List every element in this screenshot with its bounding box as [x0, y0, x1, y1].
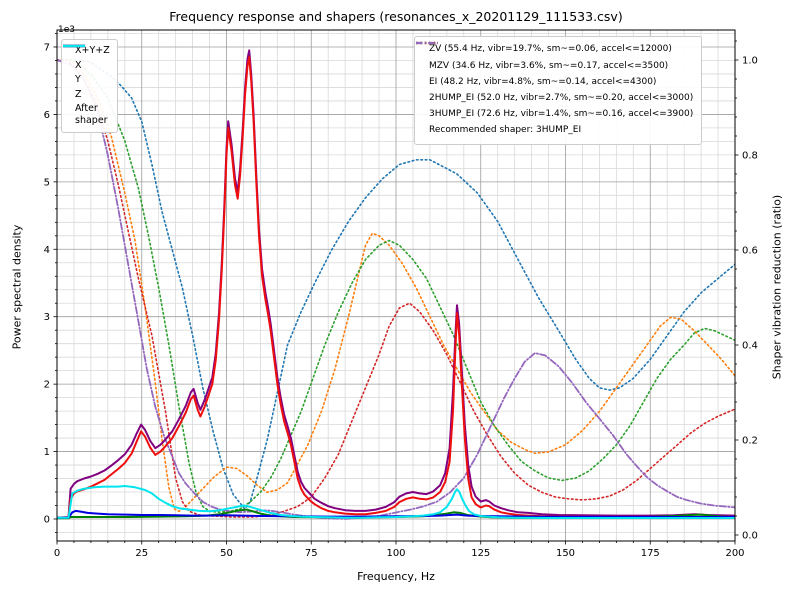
series-3hump_ei [57, 59, 735, 520]
y-right-tick-label: 0.2 [742, 436, 758, 447]
y-right-tick-label: 0.6 [742, 246, 758, 257]
legend-item-label: Recommended shaper: 3HUMP_EI [429, 124, 582, 135]
legend-item-label: 3HUMP_EI (72.6 Hz, vibr=1.4%, sm~=0.16, … [429, 108, 694, 119]
y-left-tick-label: 6 [44, 110, 50, 121]
series-mzv [57, 59, 735, 513]
legend-shapers: ZV (55.4 Hz, vibr=19.7%, sm~=0.06, accel… [414, 36, 703, 145]
legend-item: MZV (34.6 Hz, vibr=3.6%, sm~=0.17, accel… [416, 41, 693, 74]
legend-item: EI (48.2 Hz, vibr=4.8%, sm~=0.14, accel<… [416, 41, 693, 90]
legend-item-label: X+Y+Z [75, 45, 110, 57]
legend-item: ZV (55.4 Hz, vibr=19.7%, sm~=0.06, accel… [416, 41, 693, 58]
x-tick-label: 50 [220, 548, 233, 559]
series-ei [57, 59, 735, 513]
legend-item: X [63, 44, 110, 74]
x-tick-label: 125 [471, 548, 490, 559]
series [57, 49, 735, 520]
series-after-shaper [57, 485, 735, 519]
legend-psd: X+Y+Z X Y Z After shaper [61, 39, 118, 133]
y-axis-left-label: Power spectral density [10, 224, 24, 350]
legend-item: 3HUMP_EI (72.6 Hz, vibr=1.4%, sm~=0.16, … [416, 41, 694, 122]
legend-item: 2HUMP_EI (52.0 Hz, vibr=2.7%, sm~=0.20, … [416, 41, 694, 106]
chart-title: Frequency response and shapers (resonanc… [169, 9, 623, 24]
legend-item: Y [63, 44, 110, 88]
series-zv [57, 59, 735, 510]
y-left-tick-label: 4 [44, 245, 50, 256]
legend-item-label: X [75, 59, 82, 71]
y-right-tick-label: 0.0 [742, 531, 758, 542]
x-axis-label: Frequency, Hz [357, 570, 435, 583]
y-axis-offset-label: 1e3 [58, 25, 75, 35]
y-left-tick-label: 3 [44, 312, 50, 323]
legend-item: After shaper [63, 44, 110, 128]
x-tick-label: 25 [135, 548, 148, 559]
legend-swatch-line [63, 44, 85, 48]
legend-item-label: EI (48.2 Hz, vibr=4.8%, sm~=0.14, accel<… [429, 76, 657, 87]
legend-swatch-line [416, 41, 438, 45]
x-tick-label: 175 [641, 548, 660, 559]
y-right-tick-label: 0.8 [742, 151, 758, 162]
tick-labels: 0 25 50 75 100 125 150 175 200 0 1 2 3 4 5 6 7 0.0 0.2 0.4 0… [44, 42, 758, 559]
series-x [57, 56, 735, 519]
y-left-tick-label: 5 [44, 177, 50, 188]
series-x+y+z [57, 49, 735, 519]
x-tick-label: 150 [556, 548, 575, 559]
x-tick-label: 75 [305, 548, 318, 559]
legend-footer-recommended: Recommended shaper: 3HUMP_EI [423, 122, 693, 138]
x-tick-label: 100 [386, 548, 405, 559]
y-right-tick-label: 0.4 [742, 341, 758, 352]
y-right-tick-label: 1.0 [742, 56, 758, 67]
ticks [53, 33, 739, 545]
legend-item-label: After shaper [75, 103, 108, 126]
legend-item-label: ZV (55.4 Hz, vibr=19.7%, sm~=0.06, accel… [429, 44, 672, 55]
y-axis-right-label: Shaper vibration reduction (ratio) [770, 194, 784, 380]
y-left-tick-label: 2 [44, 380, 50, 391]
legend-item-label: MZV (34.6 Hz, vibr=3.6%, sm~=0.17, accel… [429, 60, 669, 71]
series-2hump_ei [57, 59, 735, 518]
legend-item: Z [63, 44, 110, 103]
legend-item-label: 2HUMP_EI (52.0 Hz, vibr=2.7%, sm~=0.20, … [429, 92, 694, 103]
legend-item-label: Y [75, 74, 81, 86]
legend-item-label: Z [75, 88, 82, 100]
y-left-tick-label: 1 [44, 447, 50, 458]
x-tick-label: 0 [54, 548, 60, 559]
x-tick-label: 200 [725, 548, 744, 559]
y-left-tick-label: 7 [44, 42, 50, 53]
legend-swatch-line [415, 37, 439, 49]
y-left-tick-label: 0 [44, 515, 50, 526]
